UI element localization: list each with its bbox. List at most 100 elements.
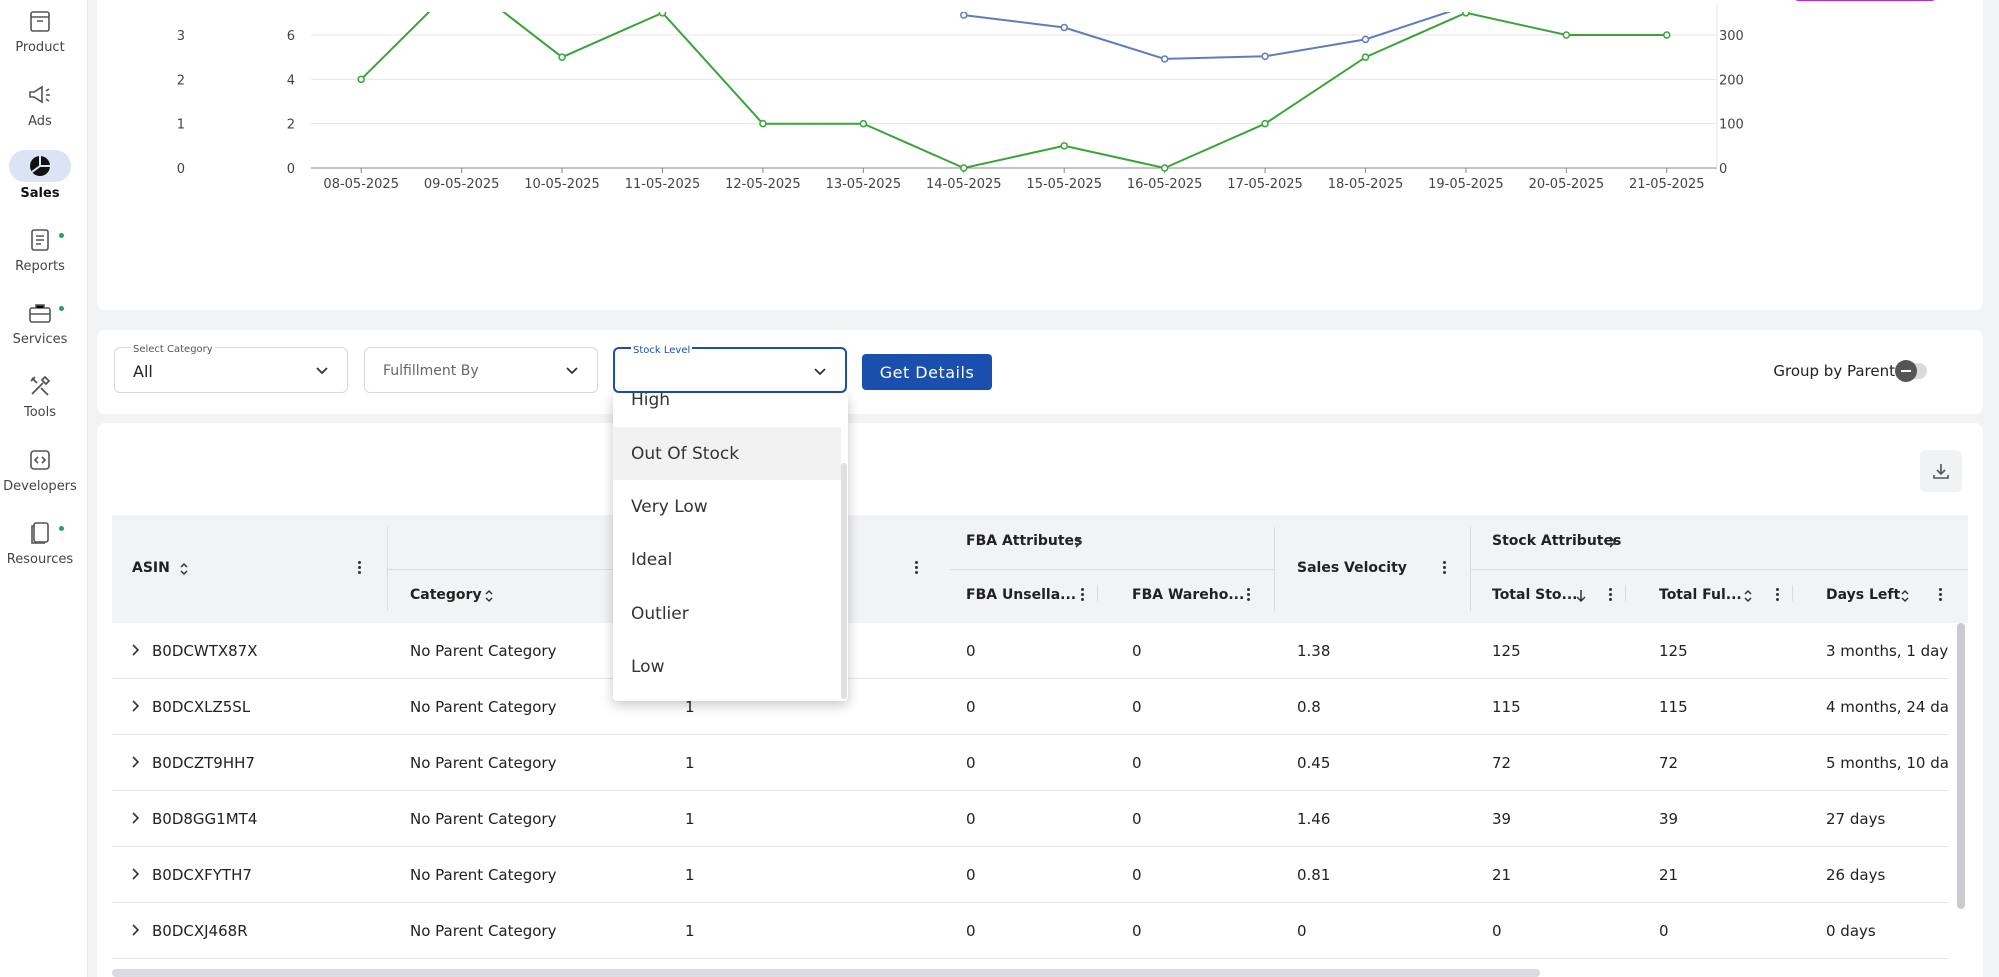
cell-asin[interactable]: B0DCXFYTH7 [152, 866, 252, 884]
header-category[interactable]: Category [410, 587, 482, 603]
cell-total-stock: 125 [1492, 642, 1521, 660]
stock-level-dropdown: High Out Of Stock Very Low Ideal Outlier… [613, 393, 848, 701]
chevron-right-icon[interactable] [130, 867, 142, 881]
sidebar-item-label: Resources [6, 552, 74, 567]
dropdown-option-low[interactable]: Low [631, 656, 665, 677]
cell-sales-velocity: 0.81 [1297, 866, 1331, 884]
chevron-right-icon[interactable] [130, 699, 142, 713]
dropdown-option-outlier[interactable]: Outlier [631, 603, 689, 624]
table-row[interactable]: B0DCXJ468R No Parent Category 1 0 0 0 0 … [112, 903, 1948, 959]
cell-fba-warehouse: 0 [1132, 866, 1142, 884]
group-by-parent-toggle[interactable] [1895, 360, 1927, 382]
fulfillment-select[interactable]: Fulfillment By [364, 347, 598, 393]
sales-line-chart: 0 0 0 1 2 100 2 4 200 3 6 300 08-05-2025 09-05-2025 10… [177, 5, 1744, 192]
chevron-right-icon[interactable] [130, 755, 142, 769]
cell-total-stock: 0 [1492, 922, 1502, 940]
action-button-partial[interactable] [1795, 0, 1935, 1]
briefcase-icon [20, 298, 64, 328]
column-menu-icon[interactable] [1775, 588, 1779, 602]
horizontal-scrollbar[interactable] [112, 969, 1540, 977]
sort-icon[interactable] [1742, 588, 1754, 604]
sidebar-item-reports[interactable]: Reports [0, 225, 80, 274]
notification-dot [59, 306, 64, 311]
column-menu-icon[interactable] [1442, 561, 1446, 575]
dropdown-option-out-of-stock[interactable]: Out Of Stock [613, 427, 841, 480]
table-row[interactable]: B0DCXFYTH7 No Parent Category 1 0 0 0.81… [112, 847, 1948, 903]
header-stock-attributes[interactable]: Stock Attributes [1492, 533, 1622, 549]
dropdown-option-ideal[interactable]: Ideal [631, 549, 673, 570]
table-header: ASIN Category FBA Attributes FBA Unsella… [112, 515, 1968, 623]
chevron-down-icon [316, 367, 328, 375]
sidebar-item-sales[interactable]: Sales [0, 150, 80, 201]
cell-total-stock: 39 [1492, 810, 1512, 828]
x-tick-label: 15-05-2025 [1026, 177, 1102, 192]
get-details-button[interactable]: Get Details [862, 354, 992, 390]
fulfillment-select-placeholder: Fulfillment By [383, 363, 479, 379]
column-divider [1625, 585, 1626, 601]
cell-category: No Parent Category [410, 642, 557, 660]
cell-asin[interactable]: B0D8GG1MT4 [152, 810, 258, 828]
y-tick-label: 6 [287, 29, 295, 44]
header-total-fulfillable[interactable]: Total Ful... [1659, 587, 1742, 603]
cell-asin[interactable]: B0DCXLZ5SL [152, 698, 251, 716]
column-menu-icon[interactable] [1080, 588, 1084, 602]
header-fba-unsellable[interactable]: FBA Unsella... [966, 587, 1077, 603]
cell-fba-warehouse: 0 [1132, 922, 1142, 940]
cell-asin[interactable]: B0DCZT9HH7 [152, 754, 255, 772]
chevron-right-icon[interactable] [1607, 535, 1617, 549]
table-row[interactable]: B0DCWTX87X No Parent Category 1 0 0 1.38… [112, 623, 1948, 679]
category-select[interactable]: Select Category All [114, 344, 348, 393]
column-menu-icon[interactable] [1938, 588, 1942, 602]
cell-fba-unsellable: 0 [966, 922, 976, 940]
vertical-scrollbar[interactable] [1957, 623, 1965, 909]
chevron-right-icon[interactable] [1073, 535, 1083, 549]
header-total-stock[interactable]: Total Sto... [1492, 587, 1578, 603]
dropdown-scrollbar[interactable] [841, 463, 847, 699]
download-button[interactable] [1920, 450, 1962, 492]
chevron-right-icon[interactable] [130, 811, 142, 825]
column-menu-icon[interactable] [914, 561, 918, 575]
sort-icon[interactable] [483, 588, 495, 604]
cell-total-fulfillable: 72 [1659, 754, 1679, 772]
column-menu-icon[interactable] [357, 561, 361, 575]
chevron-right-icon[interactable] [130, 643, 142, 657]
chevron-down-icon [814, 368, 826, 376]
sidebar-item-tools[interactable]: Tools [0, 371, 80, 420]
cell-total-stock: 21 [1492, 866, 1512, 884]
table-row[interactable]: B0DCXLZ5SL No Parent Category 1 0 0 0.8 … [112, 679, 1948, 735]
cell-sales-velocity: 0.8 [1297, 698, 1321, 716]
dropdown-option-very-low[interactable]: Very Low [631, 496, 708, 517]
sidebar-item-resources[interactable]: Resources [0, 518, 80, 567]
header-fba-warehouse[interactable]: FBA Wareho... [1132, 587, 1245, 603]
x-tick-label: 11-05-2025 [625, 177, 701, 192]
dropdown-option-high[interactable]: High [631, 393, 671, 410]
sort-icon[interactable] [178, 561, 190, 577]
sidebar-item-developers[interactable]: Developers [0, 445, 80, 494]
data-point [1060, 142, 1068, 150]
sidebar-item-services[interactable]: Services [0, 298, 80, 347]
stock-level-select[interactable]: Stock Level [613, 345, 847, 393]
header-asin[interactable]: ASIN [132, 560, 170, 576]
header-sales-velocity[interactable]: Sales Velocity [1297, 560, 1407, 576]
chevron-right-icon[interactable] [130, 923, 142, 937]
sidebar-item-ads[interactable]: Ads [0, 80, 80, 129]
cell-asin[interactable]: B0DCWTX87X [152, 642, 258, 660]
x-tick-label: 12-05-2025 [725, 177, 801, 192]
y-tick-label: 100 [1719, 118, 1744, 133]
column-menu-icon[interactable] [1246, 588, 1250, 602]
header-days-left[interactable]: Days Left [1826, 587, 1901, 603]
x-tick-label: 17-05-2025 [1227, 177, 1303, 192]
sidebar-item-product[interactable]: Product [0, 6, 80, 55]
x-tick-label: 08-05-2025 [323, 177, 399, 192]
sort-icon[interactable] [1899, 588, 1911, 604]
data-point [558, 53, 566, 61]
table-row[interactable]: B0DCZT9HH7 No Parent Category 1 0 0 0.45… [112, 735, 1948, 791]
table-row[interactable]: B0D8GG1MT4 No Parent Category 1 0 0 1.46… [112, 791, 1948, 847]
cell-asin[interactable]: B0DCXJ468R [152, 922, 248, 940]
column-menu-icon[interactable] [1608, 588, 1612, 602]
megaphone-icon [20, 80, 60, 110]
header-fba-attributes[interactable]: FBA Attributes [966, 533, 1083, 549]
sidebar-item-label: Product [15, 40, 65, 55]
cell-days-left: 27 days [1826, 810, 1886, 828]
sort-descending-icon[interactable] [1575, 588, 1587, 604]
